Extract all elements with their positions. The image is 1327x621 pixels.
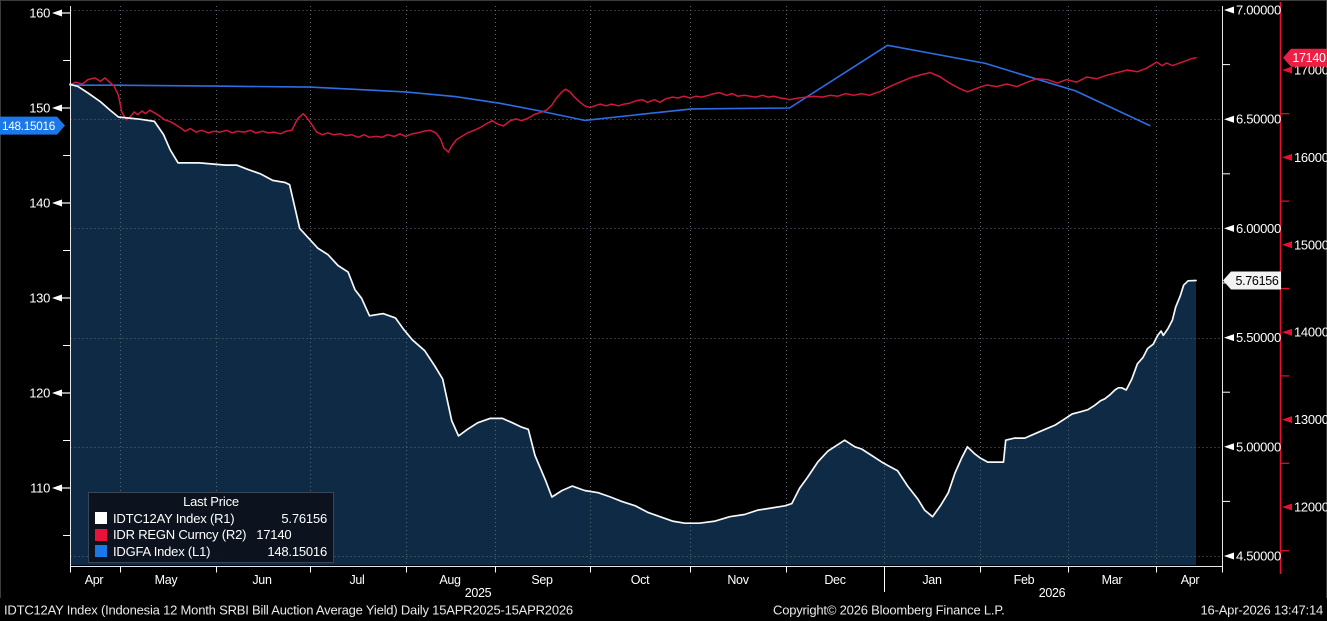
white-series-swatch [95,512,107,525]
svg-text:May: May [155,573,179,587]
idtc12ay-area-fill [70,84,1196,566]
svg-text:Aug: Aug [439,573,461,587]
timestamp: 16-Apr-2026 13:47:14 [1200,602,1324,617]
svg-text:13000: 13000 [1294,412,1327,427]
price-chart[interactable]: 160 150 140 130 120 110 7.00000 6.50000 6.00000 5… [0,0,1327,598]
svg-text:12000: 12000 [1294,500,1327,515]
chart-description: IDTC12AY Index (Indonesia 12 Month SRBI … [4,602,573,617]
svg-text:6.00000: 6.00000 [1236,221,1281,236]
right-axis-badge [1223,271,1281,290]
svg-text:6.50000: 6.50000 [1236,112,1281,127]
legend-value: 5.76156 [281,510,327,526]
legend-label: IDR REGN Curncy (R2) [113,527,247,543]
copyright-notice: Copyright© 2026 Bloomberg Finance L.P. [773,602,1005,617]
svg-text:5.00000: 5.00000 [1236,439,1281,454]
idr-regn-line [69,57,1197,153]
legend-value: 148.15016 [267,543,327,559]
svg-text:Jan: Jan [922,573,942,587]
svg-text:150: 150 [29,101,50,116]
svg-text:17140: 17140 [1292,51,1326,65]
svg-text:Apr: Apr [85,573,104,587]
legend-row-idgfa[interactable]: IDGFA Index (L1) 148.15016 [89,543,333,560]
legend-title: Last Price [183,494,239,509]
right-axis-r1: 7.00000 6.50000 6.00000 5.50000 5.00000 4.500… [1223,3,1281,564]
svg-text:148.15016: 148.15016 [2,119,56,133]
svg-text:14000: 14000 [1294,325,1327,340]
svg-text:Mar: Mar [1102,573,1123,587]
svg-text:130: 130 [29,291,50,306]
legend-value: 17140 [256,527,292,543]
legend-label: IDGFA Index (L1) [113,543,211,559]
far-right-axis-badge [1283,48,1327,67]
svg-text:Sep: Sep [531,573,553,587]
svg-text:Apr: Apr [1181,573,1200,587]
svg-text:140: 140 [29,196,50,211]
left-axis-badge [0,116,65,135]
svg-text:5.50000: 5.50000 [1236,330,1281,345]
red-series-swatch [95,528,107,541]
idgfa-line [69,44,1151,127]
horizontal-gridlines [70,10,1223,557]
svg-text:2026: 2026 [1039,586,1066,598]
svg-text:110: 110 [30,481,50,496]
svg-text:5.76156: 5.76156 [1235,274,1278,288]
vertical-gridlines [120,6,1157,567]
x-axis: Apr May Jun Jul Aug Sep Oct Nov Dec Jan Feb Mar Apr 2… [70,566,1223,598]
svg-text:Jul: Jul [349,573,364,587]
legend: Last Price IDTC12AY Index (R1) 5.76156 I… [88,492,334,563]
svg-text:Jun: Jun [252,573,272,587]
svg-text:Feb: Feb [1014,573,1035,587]
svg-text:Dec: Dec [824,573,845,587]
legend-row-idtc12ay[interactable]: IDTC12AY Index (R1) 5.76156 [89,510,333,527]
svg-text:15000: 15000 [1294,237,1327,252]
price-badges: 148.15016 5.76156 17140 [0,48,1327,290]
status-bar: IDTC12AY Index (Indonesia 12 Month SRBI … [0,598,1327,621]
svg-text:160: 160 [29,6,50,21]
svg-text:120: 120 [29,386,50,401]
svg-text:16000: 16000 [1294,150,1327,165]
svg-text:7.00000: 7.00000 [1236,3,1281,18]
legend-row-idr-regn[interactable]: IDR REGN Curncy (R2) 17140 [89,527,333,544]
svg-text:2025: 2025 [465,586,492,598]
svg-text:4.50000: 4.50000 [1236,549,1281,564]
legend-label: IDTC12AY Index (R1) [113,510,235,526]
svg-text:Nov: Nov [727,573,749,587]
left-axis-l1: 160 150 140 130 120 110 [29,6,70,536]
svg-text:Oct: Oct [631,573,650,587]
blue-series-swatch [95,545,107,558]
idtc12ay-line [69,83,1197,525]
